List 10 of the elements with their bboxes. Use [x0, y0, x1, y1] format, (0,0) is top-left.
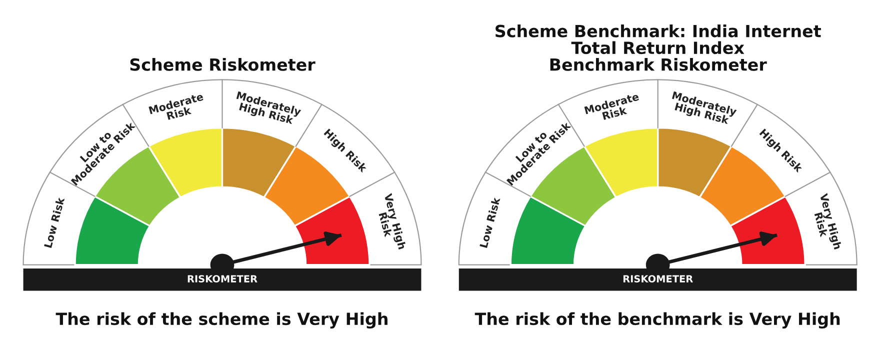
text: RISKOMETER	[623, 275, 693, 282]
chart-title: Scheme Riskometer	[130, 58, 316, 71]
text: The risk of the benchmark is Very High	[474, 312, 840, 328]
slice-label: Very High Risk	[814, 192, 842, 250]
text: The risk of the scheme is Very High	[56, 312, 388, 328]
text: RISKOMETER	[188, 275, 258, 282]
slice-label: Very High Risk	[378, 192, 406, 250]
slice-label: Low Risk	[479, 196, 500, 248]
slice-label: Low Risk	[44, 196, 65, 248]
chart-title: Scheme Benchmark: India Internet Total Return Index Benchmark Riskometer	[496, 24, 821, 71]
